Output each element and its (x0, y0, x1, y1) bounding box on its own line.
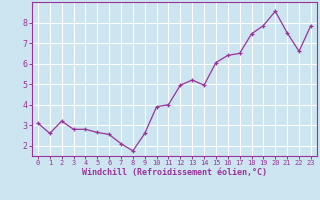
X-axis label: Windchill (Refroidissement éolien,°C): Windchill (Refroidissement éolien,°C) (82, 168, 267, 177)
